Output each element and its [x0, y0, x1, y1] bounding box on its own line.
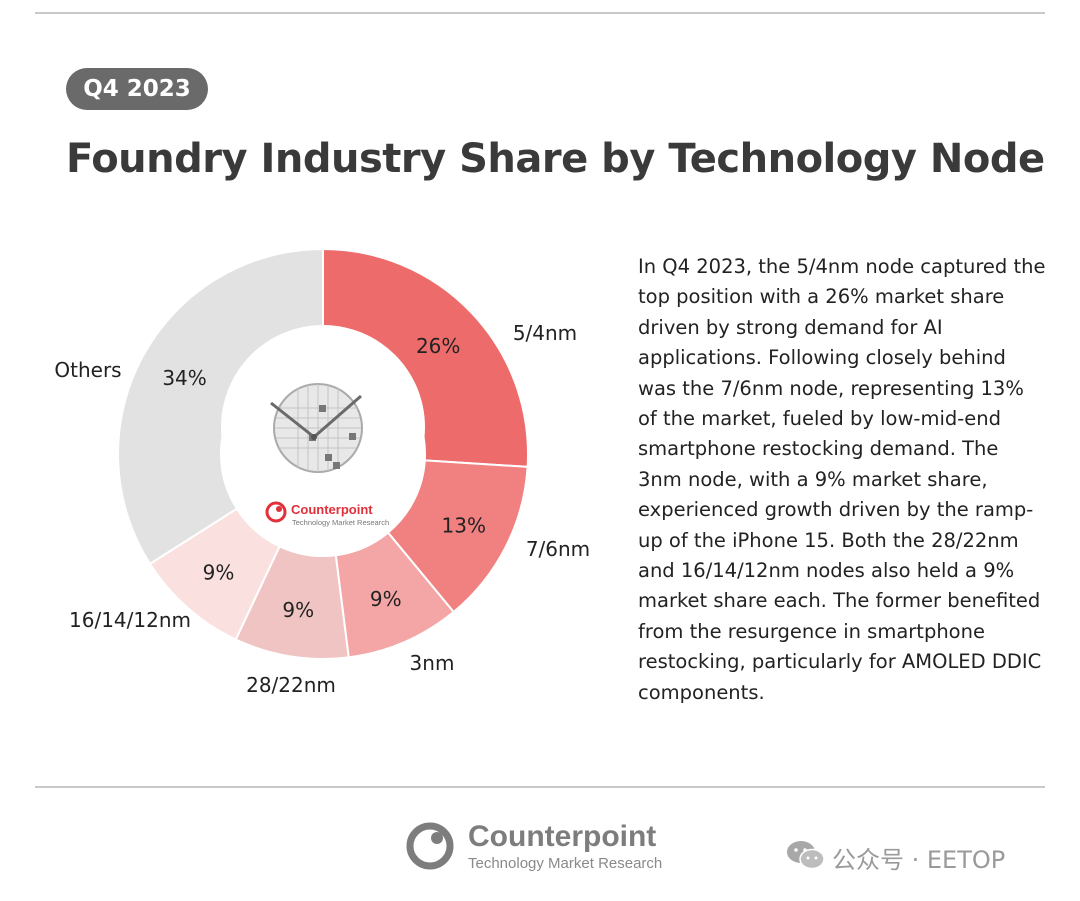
chart-value-labels: 26% 13% 9% 9% 9% 34% [162, 334, 486, 622]
counterpoint-logo-icon [406, 822, 454, 870]
period-badge: Q4 2023 [66, 68, 208, 110]
watermark-text: 公众号 · EETOP [832, 846, 1006, 874]
value-label-others: 34% [162, 366, 206, 390]
category-label-5-4nm: 5/4nm [513, 321, 577, 345]
value-label-5-4nm: 26% [416, 334, 460, 358]
center-logo-tagline: Technology Market Research [292, 518, 389, 527]
category-label-others: Others [54, 358, 121, 382]
chart-slices [117, 247, 529, 660]
value-label-28-22nm: 9% [282, 598, 314, 622]
category-label-7-6nm: 7/6nm [526, 537, 590, 561]
description-text: In Q4 2023, the 5/4nm node captured the … [638, 255, 1046, 704]
counterpoint-small-logo-icon [265, 501, 287, 523]
footer-brand: Counterpoint [468, 820, 656, 853]
value-label-16-14-12nm: 9% [203, 561, 235, 585]
category-label-16-14-12nm: 16/14/12nm [69, 608, 191, 632]
chart-category-labels: 5/4nm 7/6nm 3nm 28/22nm 16/14/12nm Others [54, 321, 590, 697]
footer-tagline: Technology Market Research [468, 855, 662, 872]
value-label-3nm: 9% [370, 587, 402, 611]
center-logo-name: Counterpoint [291, 502, 373, 517]
top-divider [35, 12, 1045, 14]
wechat-icon [787, 841, 825, 870]
bottom-divider [35, 786, 1045, 788]
category-label-28-22nm: 28/22nm [246, 673, 336, 697]
wafer-clock-icon [270, 383, 363, 473]
donut-chart: 26% 13% 9% 9% 9% 34% 5/4nm 7/6nm 3nm 28/22nm 16/1… [54, 247, 590, 697]
page-title: Foundry Industry Share by Technology Nod… [66, 136, 1045, 182]
center-logo: Counterpoint Technology Market Research [221, 325, 425, 529]
value-label-7-6nm: 13% [442, 514, 486, 538]
category-label-3nm: 3nm [410, 651, 455, 675]
footer-logo: Counterpoint Technology Market Research [406, 820, 662, 872]
